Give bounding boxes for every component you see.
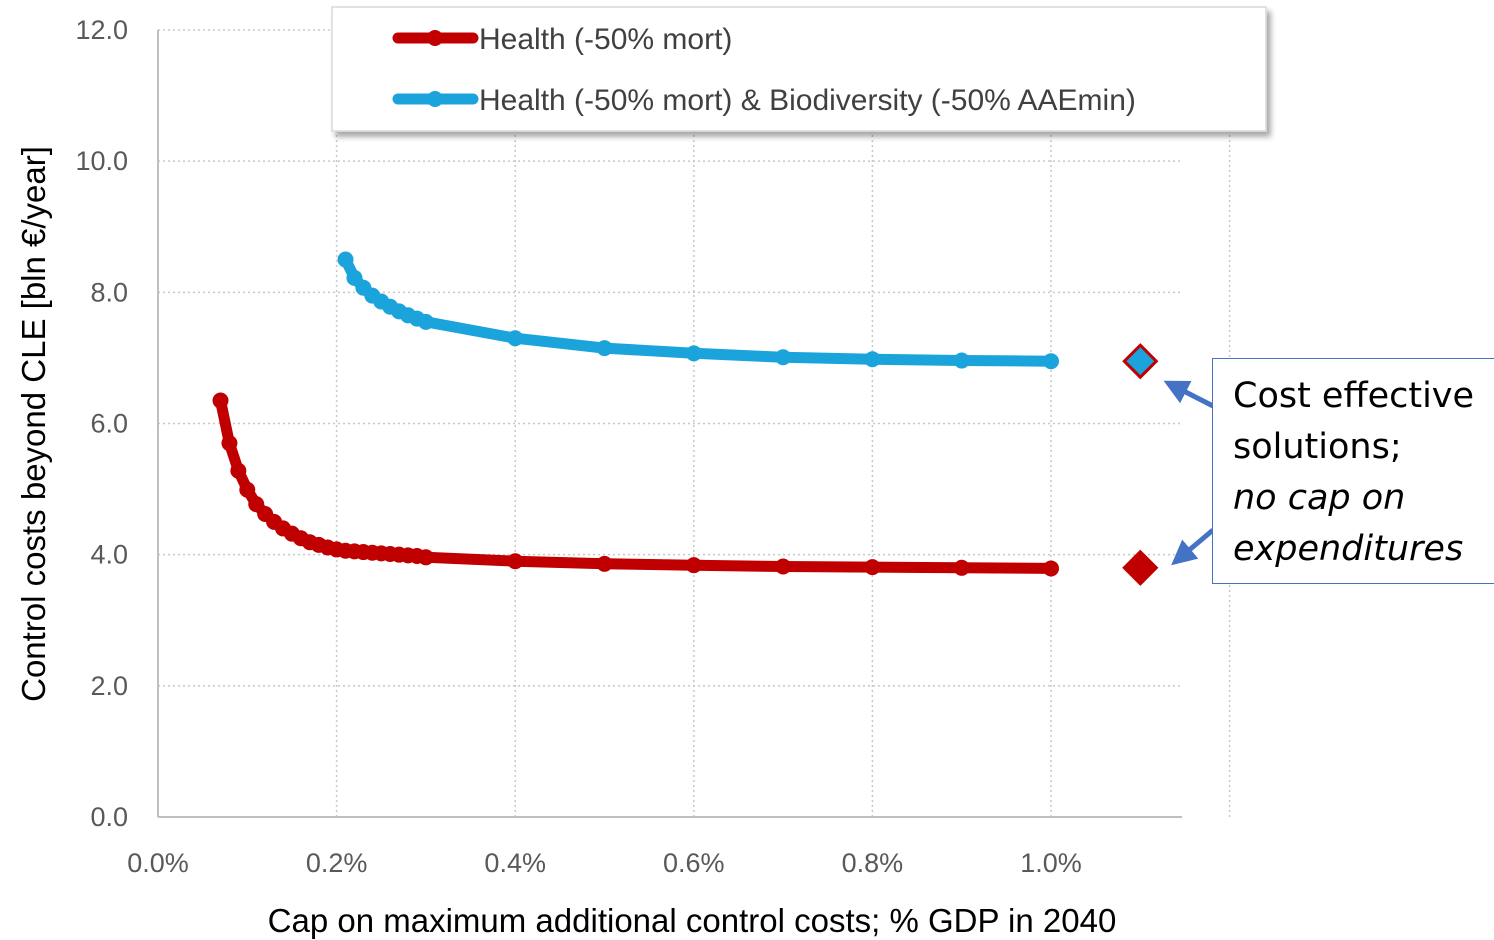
data-point xyxy=(596,340,613,357)
y-tick-label: 8.0 xyxy=(90,277,128,307)
legend-item: Health (-50% mort) xyxy=(392,23,732,56)
callout-line-3: no cap on xyxy=(1233,478,1406,518)
data-point xyxy=(1043,560,1059,577)
arrow-to-blue-diamond xyxy=(1163,380,1215,409)
data-point xyxy=(775,558,792,575)
x-tick-label: 0.2% xyxy=(306,848,368,878)
legend-label: Health (-50% mort) & Biodiversity (-50% … xyxy=(479,84,1136,117)
annotation-arrows xyxy=(1163,380,1215,566)
data-point xyxy=(864,559,881,576)
data-point xyxy=(212,392,229,409)
x-tick-label: 0.6% xyxy=(663,848,725,878)
data-point xyxy=(221,435,238,452)
y-tick-label: 6.0 xyxy=(90,409,128,439)
x-axis-title: Cap on maximum additional control costs;… xyxy=(268,902,1117,939)
y-tick-label: 12.0 xyxy=(75,15,128,45)
legend-label: Health (-50% mort) xyxy=(479,23,732,56)
data-point xyxy=(337,251,354,268)
x-tick-label: 0.8% xyxy=(842,848,904,878)
annotation-callout: Cost effective solutions; no cap on expe… xyxy=(1212,358,1494,584)
data-point xyxy=(239,481,256,498)
data-point xyxy=(417,313,434,330)
x-tick-label: 0.4% xyxy=(484,848,546,878)
grid xyxy=(158,29,1231,817)
data-point xyxy=(953,352,970,369)
y-tick-label: 10.0 xyxy=(75,146,128,176)
legend-swatch-marker xyxy=(427,91,443,107)
y-axis-title: Control costs beyond CLE [bln €/year] xyxy=(15,146,52,702)
data-point xyxy=(417,549,434,566)
data-point xyxy=(507,330,524,347)
data-point xyxy=(775,349,792,366)
unconstrained-markers xyxy=(1122,343,1159,586)
diamond-marker xyxy=(1122,549,1159,586)
legend-item: Health (-50% mort) & Biodiversity (-50% … xyxy=(392,84,1136,117)
series-1 xyxy=(212,392,1059,577)
data-point xyxy=(685,557,702,574)
callout-line-4: expenditures xyxy=(1233,529,1464,569)
axes xyxy=(157,30,1182,818)
x-tick-label: 0.0% xyxy=(127,848,189,878)
callout-line-2: solutions; xyxy=(1233,427,1402,467)
data-point xyxy=(230,462,247,479)
series-line xyxy=(340,254,1057,367)
series xyxy=(212,251,1059,577)
legend-box xyxy=(331,6,1267,132)
callout-line-1: Cost effective xyxy=(1233,376,1475,416)
y-tick-label: 0.0 xyxy=(90,802,128,832)
y-tick-label: 4.0 xyxy=(90,540,128,570)
data-point xyxy=(864,351,881,368)
diamond-marker xyxy=(1122,343,1159,380)
legend-swatch-marker xyxy=(427,30,443,46)
data-point xyxy=(1043,353,1059,370)
data-point xyxy=(685,345,702,362)
series-2 xyxy=(337,251,1059,370)
data-point xyxy=(596,555,613,572)
data-point xyxy=(507,553,524,570)
x-tick-label: 1.0% xyxy=(1020,848,1082,878)
data-point xyxy=(953,559,970,576)
arrow-to-red-diamond xyxy=(1171,528,1215,566)
y-tick-label: 2.0 xyxy=(90,671,128,701)
legend: Health (-50% mort) Health (-50% mort) & B… xyxy=(331,6,1267,132)
tick-labels: 0.0 2.0 4.0 6.0 8.0 10.0 12.0 0.0% 0.2% 0.4% 0.6% 0… xyxy=(75,15,1081,878)
